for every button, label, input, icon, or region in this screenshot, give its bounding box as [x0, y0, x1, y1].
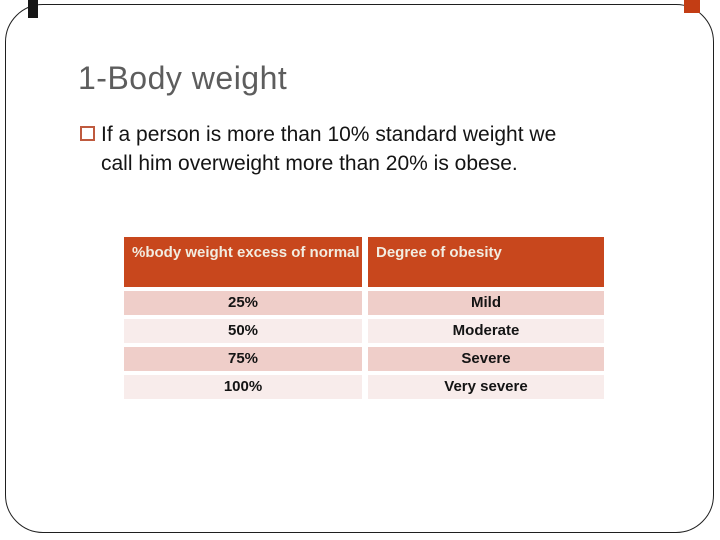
cell-excess: 100% — [124, 375, 362, 399]
bullet-text-line: If a person is more than 10% standard we… — [101, 123, 557, 146]
table-header-degree: Degree of obesity — [368, 237, 604, 287]
cell-degree: Moderate — [368, 319, 604, 343]
table-row: 25% Mild — [124, 291, 604, 315]
table-row: 50% Moderate — [124, 319, 604, 343]
bullet-paragraph: If a person is more than 10% standard we… — [80, 120, 556, 178]
slide-title: 1-Body weight — [78, 60, 288, 96]
table-header-row: %body weight excess of normal Degree of … — [124, 237, 604, 287]
square-bullet-icon — [80, 126, 95, 141]
table-row: 100% Very severe — [124, 375, 604, 399]
page-marker-black-icon — [28, 0, 38, 18]
cell-degree: Mild — [368, 291, 604, 315]
page-marker-orange-icon — [684, 0, 700, 13]
table-header-excess: %body weight excess of normal — [124, 237, 362, 287]
table-body: 25% Mild 50% Moderate 75% Severe 100% Very seve… — [124, 291, 604, 399]
cell-degree: Severe — [368, 347, 604, 371]
slide-border-frame — [5, 4, 714, 533]
table-row: 75% Severe — [124, 347, 604, 371]
cell-excess: 25% — [124, 291, 362, 315]
bullet-text: If a person is more than 10% standard we… — [101, 120, 556, 178]
cell-excess: 75% — [124, 347, 362, 371]
cell-excess: 50% — [124, 319, 362, 343]
cell-degree: Very severe — [368, 375, 604, 399]
bullet-text-line: call him overweight more than 20% is obe… — [101, 152, 518, 175]
obesity-table: %body weight excess of normal Degree of … — [124, 237, 604, 399]
